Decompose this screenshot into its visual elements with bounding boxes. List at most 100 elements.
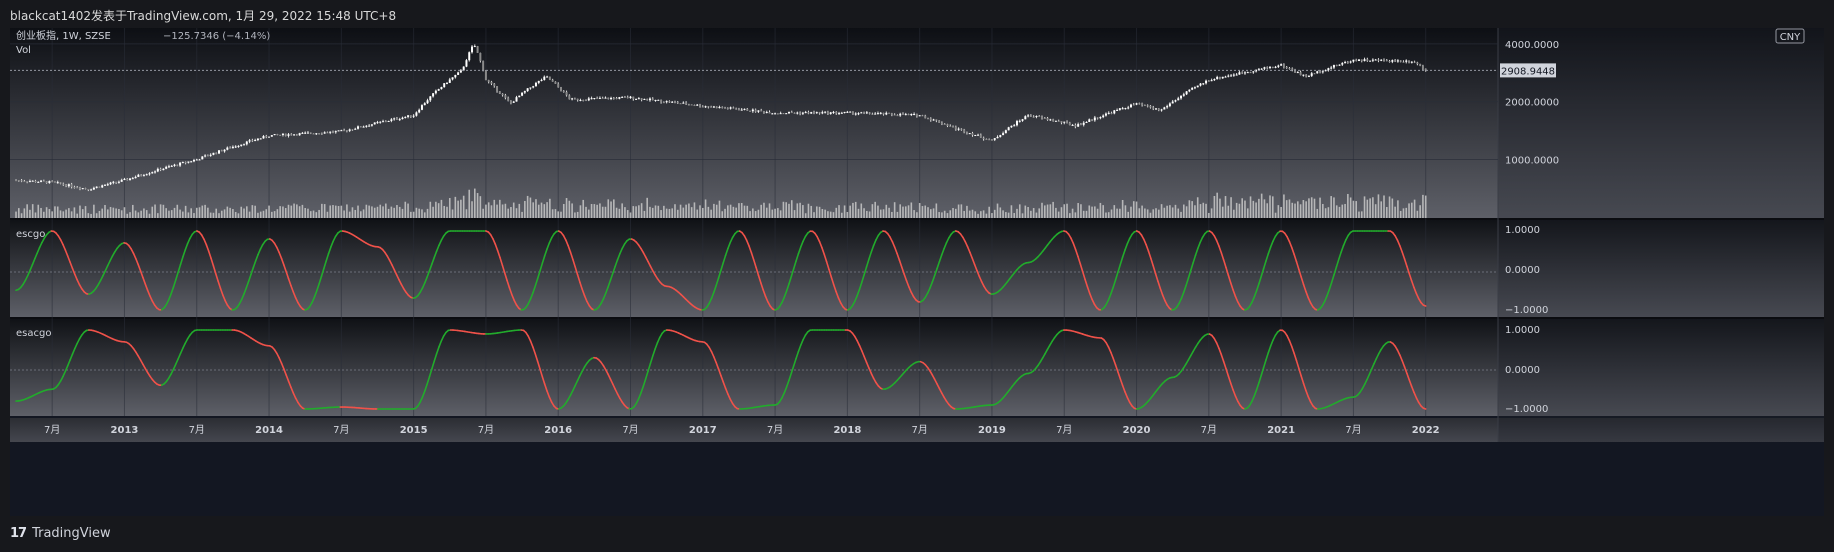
chart-canvas[interactable]: 创业板指, 1W, SZSE −125.7346 (−4.14%) Vol es…	[10, 28, 1824, 516]
volume-bar	[468, 189, 471, 218]
oscillator-segment	[713, 284, 717, 294]
volume-bar	[479, 196, 482, 218]
oscillator-segment	[647, 362, 652, 373]
volume-legend[interactable]: Vol	[16, 45, 31, 56]
volume-bar	[343, 210, 345, 218]
candle-body	[309, 132, 312, 134]
oscillator-segment	[1077, 255, 1082, 265]
candle-body	[1193, 87, 1196, 89]
volume-bar	[1127, 211, 1130, 218]
volume-bar	[596, 204, 598, 218]
oscillator-segment	[212, 264, 217, 275]
volume-bar	[84, 206, 87, 218]
candle-body	[1263, 67, 1266, 69]
esacgo-legend[interactable]: esacgo	[16, 328, 51, 339]
volume-bar	[1030, 210, 1032, 218]
volume-bar	[423, 212, 426, 218]
volume-bar	[854, 201, 857, 218]
volume-bar	[326, 211, 329, 218]
candle-body	[921, 115, 924, 117]
candle-body	[1391, 60, 1394, 62]
oscillator-segment	[438, 239, 443, 247]
volume-bar	[1124, 205, 1127, 218]
tradingview-logo[interactable]: 17 TradingView	[10, 526, 111, 541]
volume-bar	[1063, 204, 1066, 218]
time-axis[interactable]: 7月 2013 7月 2014 7月 2015 7月 2016 7月 2017 7月 2018 7月 20…	[44, 424, 1440, 436]
candle-body	[927, 118, 930, 120]
candle-body	[109, 182, 112, 185]
oscillator-segment	[1220, 353, 1225, 363]
candle-body	[498, 91, 501, 94]
volume-bar	[115, 208, 117, 218]
candle-body	[559, 87, 562, 91]
candle-body	[1018, 120, 1021, 122]
volume-bar	[1316, 208, 1319, 218]
escgo-legend[interactable]: escgo	[16, 229, 45, 240]
volume-bar	[1088, 205, 1091, 218]
candle-body	[1046, 117, 1049, 120]
volume-bar	[1069, 213, 1071, 218]
oscillator-segment	[755, 266, 760, 277]
oscillator-segment	[217, 280, 222, 290]
volume-bar	[248, 211, 251, 218]
oscillator-segment	[1222, 259, 1227, 269]
candle-body	[1129, 104, 1132, 108]
volume-bar	[1324, 208, 1327, 218]
candle-body	[1221, 76, 1224, 79]
candle-body	[351, 129, 354, 131]
candle-body	[471, 46, 474, 53]
volume-bar	[740, 203, 743, 218]
oscillator-segment	[311, 296, 316, 304]
oscillator-segment	[238, 298, 243, 306]
candle-body	[145, 174, 148, 176]
oscillator-segment	[708, 297, 713, 305]
volume-bar	[971, 209, 974, 218]
oscillator-segment	[506, 279, 511, 289]
candle-body	[395, 118, 398, 120]
candle-body	[607, 97, 610, 100]
oscillator-segment	[1269, 240, 1274, 248]
volume-bar	[362, 209, 365, 218]
volume-bar	[676, 209, 679, 218]
oscillator-segment	[254, 253, 259, 262]
volume-bar	[371, 206, 373, 218]
oscillator-segment	[788, 372, 793, 382]
volume-bar	[340, 205, 343, 218]
oscillator-segment	[1154, 272, 1159, 282]
candle-body	[699, 104, 702, 107]
candle-body	[1255, 69, 1258, 72]
volume-bar	[101, 208, 104, 218]
volume-bar	[1422, 194, 1424, 218]
oscillator-segment	[1267, 345, 1272, 354]
candle-body	[543, 76, 546, 80]
symbol-line[interactable]: 创业板指, 1W, SZSE	[16, 29, 111, 42]
oscillator-segment	[1286, 334, 1291, 342]
candle-body	[590, 98, 593, 100]
candle-body	[974, 135, 977, 137]
candle-body	[1132, 104, 1135, 106]
volume-bar	[777, 208, 779, 218]
oscillator-segment	[1302, 382, 1307, 392]
candle-body	[1310, 73, 1313, 76]
oscillator-segment	[494, 243, 499, 252]
candle-body	[521, 92, 524, 96]
time-axis-label: 2019	[978, 425, 1006, 436]
oscillator-segment	[142, 363, 147, 370]
volume-bar	[251, 205, 254, 218]
oscillator-segment	[710, 350, 715, 358]
oscillator-segment	[607, 279, 612, 288]
escgo-tick-top: 1.0000	[1505, 225, 1540, 236]
volume-bar	[1166, 205, 1168, 218]
candle-body	[907, 114, 910, 116]
chart-svg[interactable]: 创业板指, 1W, SZSE −125.7346 (−4.14%) Vol es…	[10, 28, 1824, 516]
oscillator-segment	[1159, 287, 1164, 296]
oscillator-segment	[393, 268, 398, 276]
candle-body	[415, 112, 418, 116]
volume-bar	[929, 209, 932, 218]
candle-body	[445, 82, 448, 84]
oscillator-segment	[440, 335, 445, 342]
oscillator-segment	[29, 263, 34, 272]
volume-bar	[1280, 206, 1282, 218]
currency-badge[interactable]	[1775, 28, 1805, 44]
oscillator-segment	[614, 388, 619, 395]
